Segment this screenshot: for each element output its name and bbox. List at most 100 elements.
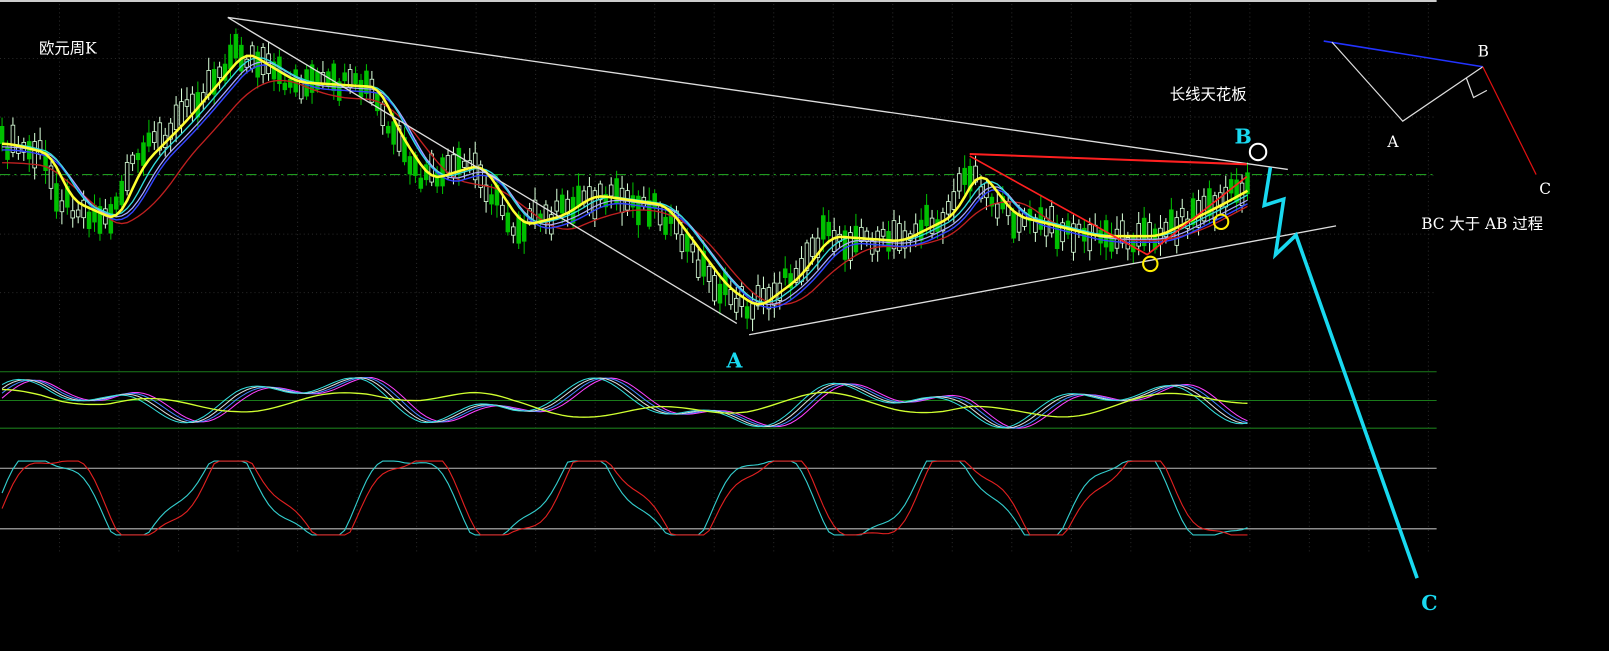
oscillator-line — [1, 377, 1248, 429]
candle-body — [766, 287, 772, 310]
candle-body — [576, 185, 581, 208]
candle-body — [734, 297, 739, 313]
candle-body — [815, 237, 821, 258]
candle-body — [233, 34, 239, 59]
candle-body — [554, 200, 560, 212]
candle-body — [48, 165, 54, 189]
candle-body — [489, 194, 494, 205]
diagram-label: C — [1539, 180, 1551, 198]
candle-body — [407, 156, 413, 175]
candle-body — [396, 125, 402, 152]
candle-body — [967, 166, 973, 192]
candle-body — [369, 78, 375, 103]
candle-body — [505, 212, 511, 233]
candle-body — [119, 180, 124, 206]
candle-body — [1179, 207, 1185, 218]
candle-body — [97, 206, 103, 234]
diagram-line — [1323, 40, 1483, 68]
red-top-line — [969, 152, 1247, 166]
candle-body — [331, 63, 337, 92]
candle-body — [516, 214, 521, 244]
candle-body — [1060, 222, 1065, 243]
marker-circle — [1142, 255, 1159, 273]
candle-body — [184, 99, 190, 107]
candle-body — [690, 243, 696, 253]
oscillator-line — [1, 377, 1248, 429]
candle-body — [1071, 223, 1076, 253]
candle-body — [521, 220, 527, 242]
candle-body — [717, 283, 723, 304]
candle-body — [500, 204, 505, 216]
support-trendline — [748, 225, 1337, 336]
candle-body — [206, 70, 211, 96]
moving-average — [2, 64, 1248, 309]
candle-body — [1234, 179, 1239, 203]
price-panel — [0, 28, 1250, 332]
candle-body — [173, 104, 179, 131]
candle-body — [1136, 223, 1141, 247]
diagram-label: B — [1478, 42, 1489, 60]
candle-body — [157, 122, 163, 151]
candle-body — [190, 93, 195, 114]
candle-body — [989, 196, 995, 207]
candle-body — [1228, 179, 1234, 194]
candle-body — [1141, 217, 1147, 247]
candle-body — [924, 204, 929, 227]
candle-body — [679, 234, 685, 253]
stochastic-line — [1, 460, 1248, 536]
candle-body — [54, 183, 59, 212]
marker-circle — [1212, 213, 1230, 231]
candle-body — [810, 237, 815, 257]
candle-body — [891, 220, 897, 250]
candle-body — [255, 51, 260, 78]
candle-body — [880, 228, 886, 237]
diagram-line — [1331, 41, 1484, 122]
chart-title: 欧元周K — [39, 39, 97, 57]
candle-body — [146, 132, 152, 147]
candle-body — [462, 160, 467, 168]
oscillator-line — [1, 377, 1248, 429]
annotation: 长线天花板 — [1170, 86, 1247, 104]
candle-body — [706, 265, 712, 282]
candle-body — [385, 125, 391, 134]
candle-body — [897, 223, 902, 251]
candle-body — [859, 226, 864, 242]
moving-average — [1, 54, 1249, 306]
candle-body — [788, 273, 793, 289]
wave-label: C — [1421, 591, 1437, 615]
candle-body — [511, 226, 516, 236]
candle-body — [646, 200, 652, 227]
candle-body — [1131, 237, 1136, 253]
candle-body — [1011, 211, 1016, 239]
candle-body — [1103, 220, 1109, 248]
candle-body — [364, 70, 369, 95]
projection-wave — [1261, 167, 1419, 579]
candle-body — [782, 268, 788, 278]
candle-body — [1207, 188, 1212, 217]
candle-body — [821, 215, 826, 240]
candle-body — [309, 64, 315, 93]
candle-body — [728, 289, 734, 306]
candle-body — [750, 303, 755, 320]
candle-body — [391, 121, 396, 145]
candle-body — [559, 194, 565, 214]
candle-body — [152, 131, 157, 143]
candle-body — [1038, 207, 1044, 230]
candle-body — [1245, 172, 1250, 195]
candle-body — [712, 275, 717, 302]
candle-body — [288, 78, 293, 88]
wave-label: A — [726, 349, 744, 373]
candle-body — [81, 199, 86, 219]
moving-average — [2, 79, 1248, 306]
candle-body — [1190, 198, 1196, 226]
annotation: BC 大于 AB 过程 — [1421, 215, 1543, 233]
ceiling-trendline — [227, 16, 1288, 171]
candle-body — [168, 122, 173, 140]
candle-body — [793, 268, 799, 283]
candle-body — [951, 191, 957, 210]
candle-body — [1169, 209, 1174, 231]
candle-body — [217, 66, 222, 79]
